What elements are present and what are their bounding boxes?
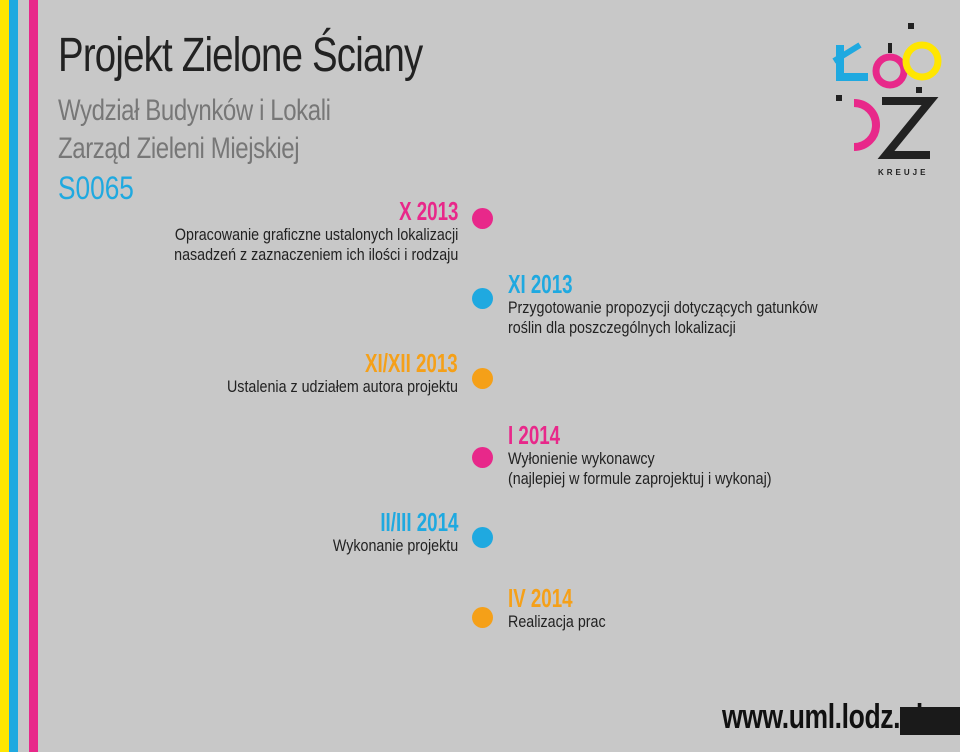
- event-description: Wyłonienie wykonawcy: [508, 449, 655, 468]
- event-description: Przygotowanie propozycji dotyczących gat…: [508, 298, 818, 317]
- timeline-dot-4: [472, 447, 493, 468]
- website-link[interactable]: www.uml.lodz.pl: [722, 698, 923, 736]
- timeline-dot-5: [472, 527, 493, 548]
- timeline-event-3: XI/XII 2013 Ustalenia z udziałem autora …: [183, 349, 458, 397]
- timeline-dot-6: [472, 607, 493, 628]
- timeline-event-1: X 2013 Opracowanie graficzne ustalonych …: [120, 197, 458, 265]
- event-description: Realizacja prac: [508, 612, 606, 631]
- organization-name: Zarząd Zieleni Miejskiej: [58, 132, 300, 165]
- event-date: X 2013: [398, 196, 458, 226]
- event-date: I 2014: [508, 420, 561, 450]
- timeline-event-2: XI 2013 Przygotowanie propozycji dotyczą…: [508, 270, 877, 338]
- event-date: II/III 2014: [379, 507, 458, 537]
- event-description: Wykonanie projektu: [332, 536, 458, 555]
- timeline-dot-1: [472, 208, 493, 229]
- stripe-cyan: [9, 0, 18, 752]
- footer-bar: [900, 707, 960, 735]
- logo-caption: KREUJE: [878, 168, 929, 177]
- event-description: Ustalenia z udziałem autora projektu: [227, 377, 458, 396]
- timeline-dot-3: [472, 368, 493, 389]
- timeline-dot-2: [472, 288, 493, 309]
- page-title: Projekt Zielone Ściany: [58, 29, 423, 82]
- department-name: Wydział Budynków i Lokali: [58, 94, 331, 127]
- stripe-magenta: [29, 0, 38, 752]
- timeline-event-6: IV 2014 Realizacja prac: [508, 584, 624, 632]
- event-date: XI/XII 2013: [365, 348, 458, 378]
- event-description: nasadzeń z zaznaczeniem ich ilości i rod…: [173, 245, 458, 264]
- event-description: (najlepiej w formule zaprojektuj i wykon…: [508, 469, 772, 488]
- project-code: S0065: [58, 170, 134, 206]
- timeline-event-5: II/III 2014 Wykonanie projektu: [309, 508, 458, 556]
- event-description: roślin dla poszczególnych lokalizacji: [508, 318, 736, 337]
- stripe-yellow: [0, 0, 9, 752]
- timeline-event-4: I 2014 Wyłonienie wykonawcy (najlepiej w…: [508, 421, 822, 489]
- event-date: IV 2014: [508, 583, 573, 613]
- event-description: Opracowanie graficzne ustalonych lokaliz…: [174, 225, 458, 244]
- lodz-kreuje-logo-icon: [832, 23, 942, 159]
- event-date: XI 2013: [508, 269, 573, 299]
